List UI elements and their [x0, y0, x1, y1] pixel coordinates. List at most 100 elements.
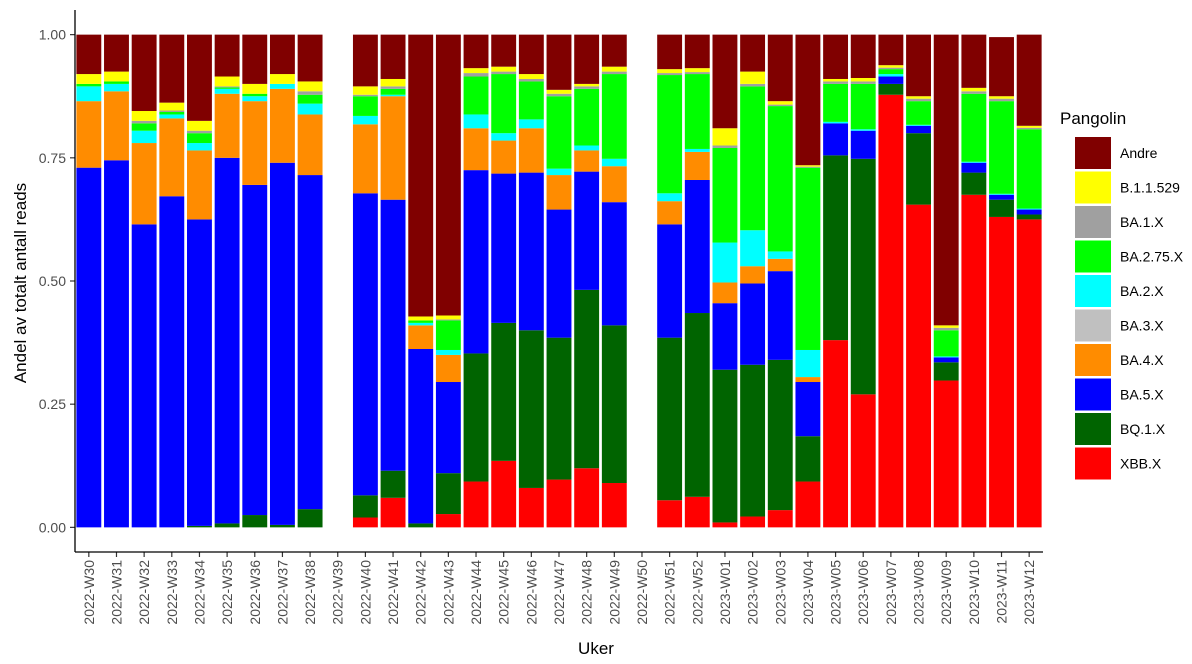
- bar-segment: [657, 34, 683, 70]
- bar-segment: [380, 34, 406, 79]
- bar-segment: [601, 166, 627, 203]
- bar-segment: [435, 382, 461, 474]
- x-tick-label: 2022-W36: [247, 560, 263, 625]
- x-tick-label: 2023-W02: [745, 560, 761, 625]
- bar-segment: [1016, 125, 1042, 128]
- legend-title: Pangolin: [1060, 109, 1126, 128]
- bar-segment: [906, 34, 931, 97]
- bar-segment: [601, 325, 627, 484]
- bar-segment: [740, 71, 766, 84]
- bar-segment: [491, 140, 517, 174]
- bar-segment: [767, 104, 793, 107]
- bar-segment: [242, 184, 268, 516]
- bar-segment: [740, 516, 766, 528]
- bar-segment: [574, 150, 600, 172]
- bar-segment: [352, 34, 378, 87]
- bar-segment: [933, 362, 959, 381]
- bar-segment: [906, 96, 931, 99]
- x-tick-label: 2023-W10: [966, 560, 982, 625]
- bar-segment: [989, 194, 1014, 200]
- bar-segment: [906, 101, 931, 125]
- legend-label: BA.4.X: [1120, 352, 1164, 368]
- bar-segment: [104, 81, 129, 84]
- x-tick-label: 2023-W09: [938, 560, 954, 625]
- bar-segment: [352, 96, 378, 116]
- bar-segment: [767, 34, 793, 102]
- bar-segment: [850, 130, 876, 159]
- bar-segment: [380, 94, 406, 97]
- bar-segment: [104, 34, 129, 72]
- bar-segment: [712, 145, 738, 148]
- bar-segment: [906, 204, 931, 528]
- legend-swatch: [1075, 275, 1111, 307]
- bar-segment: [601, 71, 627, 75]
- bar-segment: [518, 330, 544, 488]
- legend-label: BA.2.75.X: [1120, 249, 1184, 265]
- bar-segment: [684, 313, 710, 497]
- bar-segment: [352, 193, 378, 496]
- bar-segment: [657, 500, 683, 528]
- bar-segment: [795, 167, 821, 350]
- bar-segment: [574, 88, 600, 146]
- bar-segment: [795, 165, 821, 167]
- bar-segment: [878, 83, 904, 95]
- x-tick-label: 2022-W35: [219, 560, 235, 625]
- bar-segment: [242, 34, 268, 84]
- bar-segment: [187, 143, 212, 151]
- bar-segment: [380, 199, 406, 471]
- legend-label: BA.1.X: [1120, 214, 1164, 230]
- x-tick-label: 2022-W40: [357, 560, 373, 625]
- bar-segment: [463, 170, 489, 354]
- bar-segment: [740, 230, 766, 267]
- bar-segment: [297, 91, 323, 95]
- bar-segment: [518, 34, 544, 75]
- bar-segment: [159, 34, 185, 103]
- bar-segment: [795, 481, 821, 528]
- x-tick-label: 2023-W07: [883, 560, 899, 625]
- bar-segment: [933, 327, 959, 331]
- x-tick-label: 2023-W08: [911, 560, 927, 625]
- legend-swatch: [1075, 240, 1111, 273]
- bar-segment: [187, 130, 212, 134]
- bar-segment: [76, 74, 102, 84]
- bar-segment: [795, 377, 821, 383]
- bar-segment: [352, 94, 378, 97]
- bar-segment: [906, 125, 931, 134]
- bar-segment: [269, 524, 295, 528]
- bar-segment: [740, 83, 766, 87]
- bar-segment: [518, 172, 544, 331]
- bar-segment: [463, 481, 489, 528]
- x-tick-label: 2022-W43: [440, 560, 456, 625]
- legend-label: BA.2.X: [1120, 283, 1164, 299]
- bar-segment: [712, 522, 738, 528]
- bar-segment: [712, 303, 738, 370]
- bar-segment: [961, 194, 987, 528]
- bar-segment: [380, 86, 406, 89]
- bar-segment: [242, 83, 268, 94]
- bar-segment: [823, 34, 849, 79]
- bar-segment: [104, 91, 129, 161]
- bar-segment: [850, 77, 876, 82]
- x-tick-label: 2022-W48: [579, 560, 595, 625]
- bar-segment: [767, 258, 793, 272]
- bar-segment: [823, 121, 849, 124]
- bar-segment: [933, 357, 959, 363]
- bar-segment: [408, 316, 434, 321]
- x-tick-label: 2023-W05: [828, 560, 844, 625]
- bar-segment: [408, 523, 434, 528]
- bar-segment: [823, 81, 849, 84]
- bar-segment: [76, 83, 102, 87]
- bar-segment: [601, 158, 627, 167]
- x-tick-label: 2022-W33: [164, 560, 180, 625]
- bar-segment: [297, 175, 323, 510]
- x-tick-label: 2022-W52: [689, 560, 705, 625]
- bar-segment: [712, 147, 738, 243]
- bar-segment: [1016, 209, 1042, 215]
- bar-segment: [269, 88, 295, 163]
- bar-segment: [961, 34, 987, 88]
- bar-segment: [131, 123, 157, 131]
- bar-segment: [242, 96, 268, 102]
- legend-swatch: [1075, 309, 1111, 342]
- bar-segment: [269, 34, 295, 75]
- bar-segment: [657, 73, 683, 76]
